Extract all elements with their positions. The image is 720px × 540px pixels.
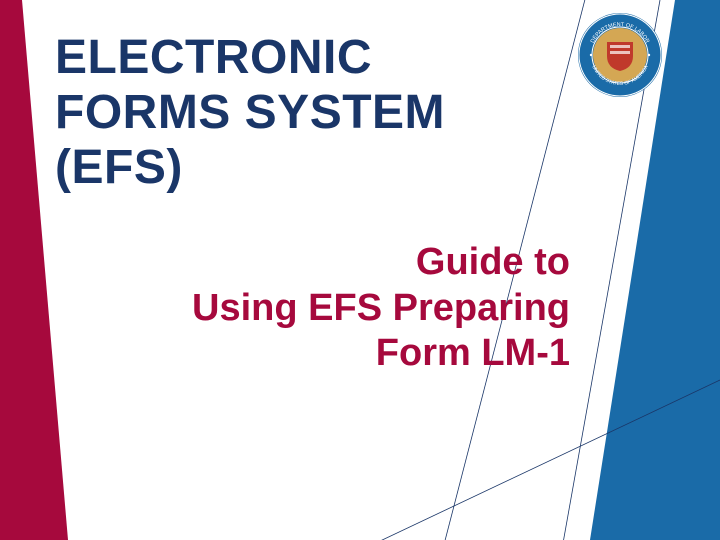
department-seal-icon: DEPARTMENT OF LABOR UNITED STATES OF AME…	[577, 12, 663, 98]
subtitle-line-3: Form LM-1	[376, 332, 570, 374]
title-line-2: FORMS SYSTEM	[55, 86, 445, 139]
slide: ELECTRONIC FORMS SYSTEM (EFS) Guide to U…	[0, 0, 720, 540]
subtitle: Guide to Using EFS Preparing Form LM-1	[110, 240, 570, 377]
subtitle-line-1: Guide to	[416, 241, 570, 283]
subtitle-block: Guide to Using EFS Preparing Form LM-1	[110, 240, 570, 377]
main-title-block: ELECTRONIC FORMS SYSTEM (EFS)	[55, 30, 615, 196]
subtitle-line-2: Using EFS Preparing	[192, 287, 570, 329]
main-title: ELECTRONIC FORMS SYSTEM (EFS)	[55, 30, 615, 196]
title-line-1: ELECTRONIC	[55, 31, 372, 84]
title-line-3: (EFS)	[55, 141, 183, 194]
